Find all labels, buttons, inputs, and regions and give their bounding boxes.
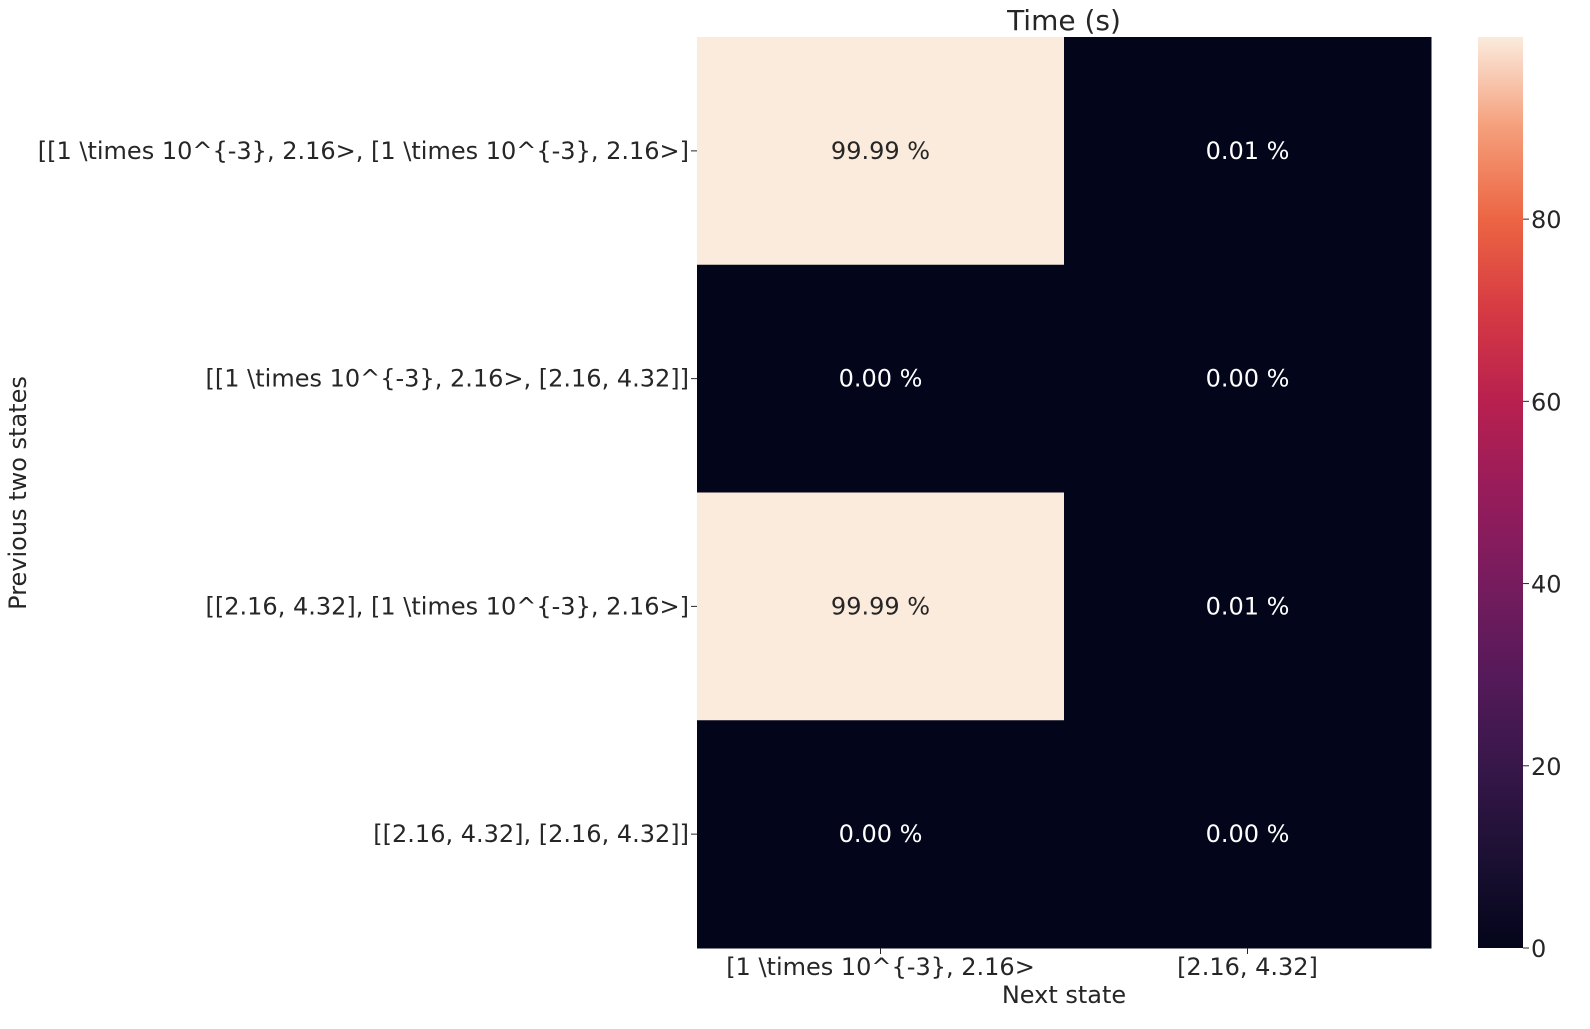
cell-value-label: 0.00 % [1206, 365, 1290, 393]
heatmap-cell [697, 37, 1065, 266]
cell-value-label: 0.01 % [1206, 137, 1290, 165]
x-axis-ticks: [1 \times 10^{-3}, 2.16> [2.16, 4.32] [726, 948, 1318, 981]
colorbar-tick-label: 20 [1531, 753, 1562, 781]
colorbar [1478, 37, 1523, 948]
heatmap-cell [697, 720, 1065, 949]
y-axis-ticks: [[1 \times 10^{-3}, 2.16>, [1 \times 10^… [38, 137, 697, 848]
y-axis-label: Previous two states [4, 376, 32, 610]
y-tick-label: [[2.16, 4.32], [2.16, 4.32]] [373, 820, 689, 848]
y-tick-label: [[2.16, 4.32], [1 \times 10^{-3}, 2.16>] [206, 592, 689, 620]
x-axis-label: Next state [1002, 981, 1126, 1009]
cell-value-label: 0.00 % [1206, 820, 1290, 848]
heatmap-cell [1064, 492, 1432, 721]
colorbar-ticks: 0 20 40 60 80 [1523, 206, 1562, 963]
heatmap-cell [1064, 37, 1432, 266]
y-tick-label: [[1 \times 10^{-3}, 2.16>, [1 \times 10^… [38, 137, 689, 165]
cell-value-label: 0.00 % [839, 820, 923, 848]
chart-title: Time (s) [1006, 4, 1121, 37]
heatmap-cell [697, 492, 1065, 721]
heatmap-cell-labels: 99.99 % 0.01 % 0.00 % 0.00 % 99.99 % 0.01 % 0.… [831, 137, 1290, 848]
heatmap-cell [1064, 264, 1432, 493]
colorbar-tick-label: 60 [1531, 388, 1562, 416]
y-tick-label: [[1 \times 10^{-3}, 2.16>, [2.16, 4.32]] [206, 365, 689, 393]
heatmap-cell [697, 264, 1065, 493]
x-tick-label: [1 \times 10^{-3}, 2.16> [726, 953, 1035, 981]
heatmap-cells [697, 37, 1432, 949]
x-tick-label: [2.16, 4.32] [1177, 953, 1318, 981]
cell-value-label: 0.00 % [839, 365, 923, 393]
heatmap-cell [1064, 720, 1432, 949]
colorbar-tick-label: 0 [1531, 935, 1546, 963]
colorbar-tick-label: 40 [1531, 571, 1562, 599]
cell-value-label: 0.01 % [1206, 592, 1290, 620]
cell-value-label: 99.99 % [831, 137, 930, 165]
colorbar-tick-label: 80 [1531, 206, 1562, 234]
cell-value-label: 99.99 % [831, 592, 930, 620]
